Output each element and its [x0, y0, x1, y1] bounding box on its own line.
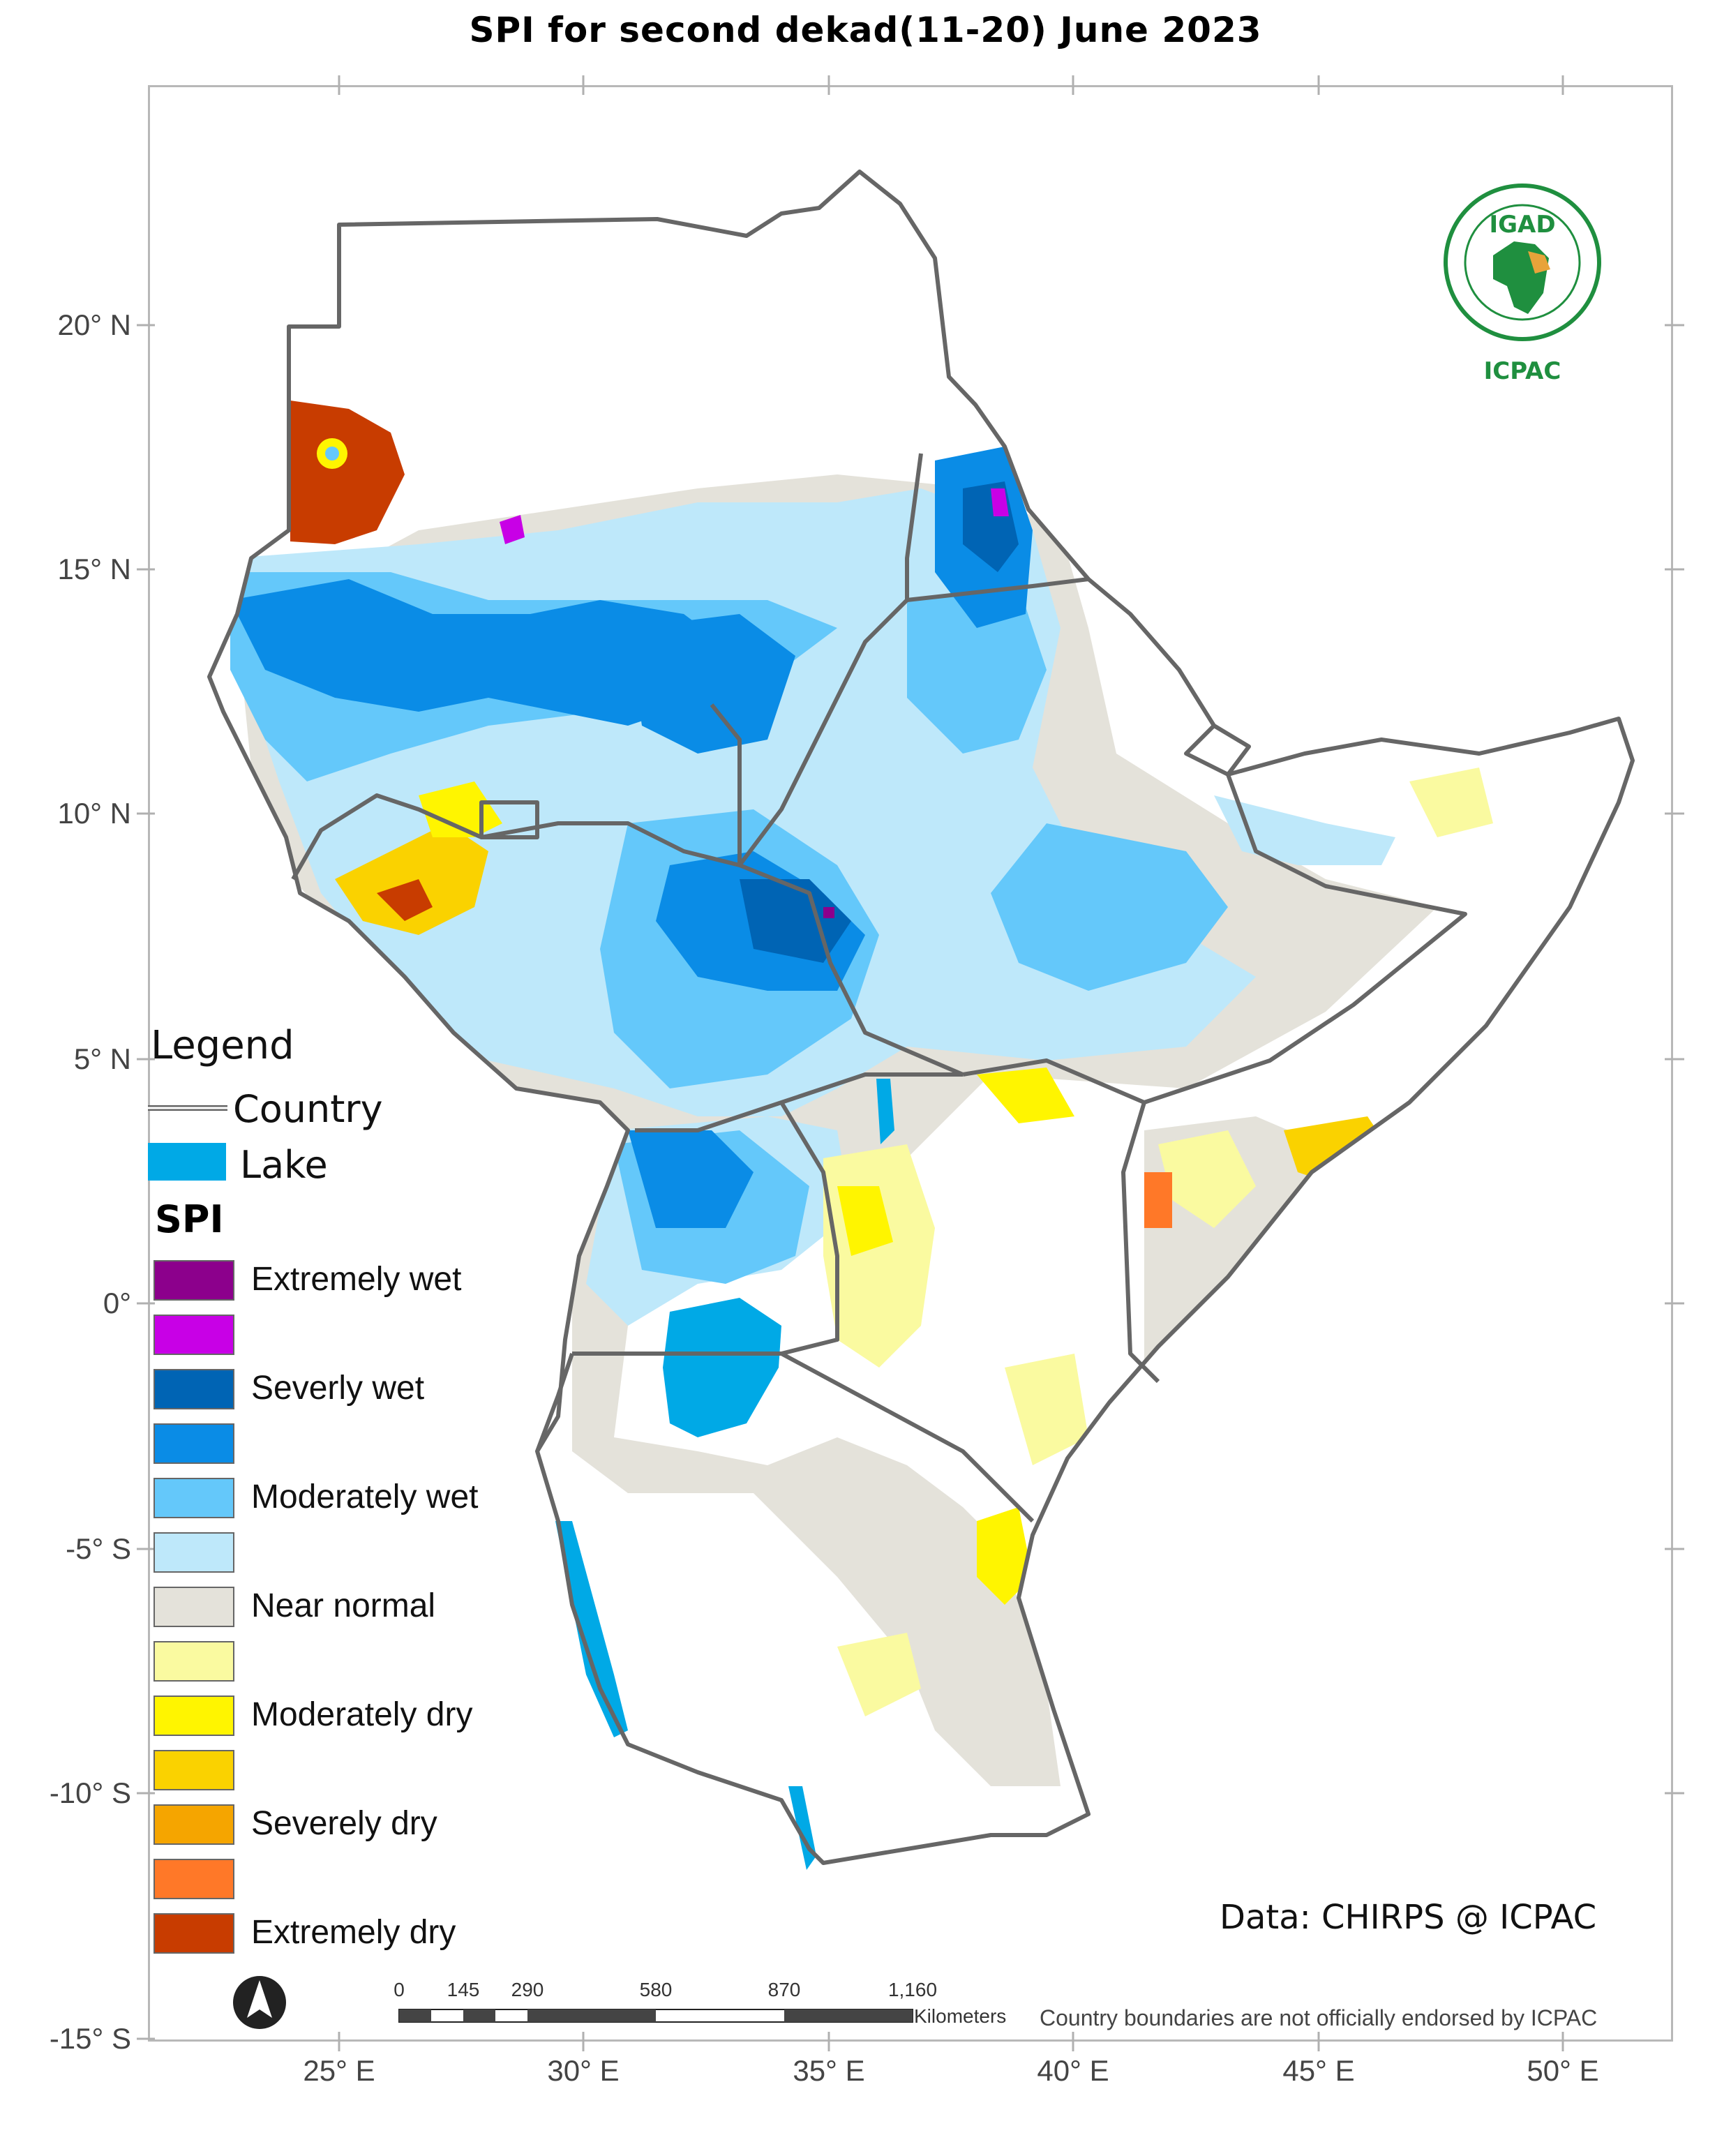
lat-label-5n: 5° N — [73, 1042, 131, 1075]
spi-swatch — [153, 1369, 234, 1409]
spi-class-label: Extremely wet — [251, 1261, 462, 1298]
logo-icpac: ICPAC — [1483, 357, 1561, 385]
spi-swatch — [153, 1478, 234, 1518]
spi-swatch — [153, 1532, 234, 1573]
spi-class-label: Near normal — [251, 1587, 436, 1624]
lat-label-10s: -10° S — [49, 1776, 131, 1809]
lat-label-15s: -15° S — [49, 2022, 131, 2055]
legend-country-label: Country — [233, 1087, 383, 1131]
spi-swatch — [153, 1695, 234, 1736]
lat-label-0: 0° — [103, 1287, 131, 1319]
lake-turkana — [876, 1079, 894, 1144]
lake-tanganyika — [555, 1521, 628, 1737]
lon-label-25e: 25° E — [303, 2054, 375, 2087]
scale-tick-290: 290 — [511, 1979, 544, 2000]
spi-heading: SPI — [155, 1197, 224, 1241]
spi-swatch — [153, 1315, 234, 1355]
scale-tick-0: 0 — [394, 1979, 405, 2000]
spi-swatch — [153, 1641, 234, 1682]
north-arrow-icon — [233, 1976, 286, 2029]
lon-label-30e: 30° E — [547, 2054, 620, 2087]
lat-label-15n: 15° N — [57, 553, 131, 585]
map-frame — [148, 85, 1673, 2042]
spi-swatch — [153, 1260, 234, 1301]
scale-unit: Kilometers — [914, 2005, 1007, 2027]
igad-icpac-logo — [1444, 184, 1601, 341]
scale-tick-1160: 1,160 — [887, 1979, 938, 2000]
lat-ticks — [137, 75, 1684, 2051]
map-title: SPI for second dekad(11-20) June 2023 — [469, 10, 1262, 50]
logo-acronym: IGAD — [1489, 211, 1556, 239]
spi-class-label: Moderately dry — [251, 1696, 473, 1733]
lon-label-35e: 35° E — [793, 2054, 865, 2087]
lake-victoria — [663, 1298, 781, 1437]
scale-bar — [398, 2009, 913, 2023]
lakes — [555, 1079, 894, 1870]
legend-heading: Legend — [151, 1023, 294, 1068]
spi-class-label: Severly wet — [251, 1370, 425, 1407]
legend-lake-swatch — [148, 1143, 226, 1181]
lon-label-40e: 40° E — [1037, 2054, 1109, 2087]
lon-label-45e: 45° E — [1282, 2054, 1355, 2087]
spi-swatch — [153, 1859, 234, 1899]
spi-class-label: Moderately wet — [251, 1478, 479, 1515]
lat-label-10n: 10° N — [57, 797, 131, 830]
data-credit: Data: CHIRPS @ ICPAC — [1220, 1898, 1597, 1937]
spi-swatch — [153, 1750, 234, 1790]
scale-tick-580: 580 — [639, 1979, 673, 2000]
lon-label-50e: 50° E — [1527, 2054, 1599, 2087]
legend-lake-label: Lake — [240, 1143, 328, 1187]
spi-class-label: Severely dry — [251, 1805, 437, 1842]
lat-label-20n: 20° N — [57, 308, 131, 341]
spi-swatch — [153, 1913, 234, 1954]
scale-tick-870: 870 — [767, 1979, 801, 2000]
country-boundaries — [207, 170, 1635, 1865]
spi-swatch — [153, 1423, 234, 1464]
spi-swatch — [153, 1804, 234, 1845]
spi-swatch — [153, 1587, 234, 1627]
scale-tick-145: 145 — [447, 1979, 480, 2000]
boundary-disclaimer: Country boundaries are not officially en… — [1040, 2005, 1598, 2030]
spi-class-label: Extremely dry — [251, 1914, 456, 1951]
lat-label-5s: -5° S — [66, 1532, 131, 1565]
